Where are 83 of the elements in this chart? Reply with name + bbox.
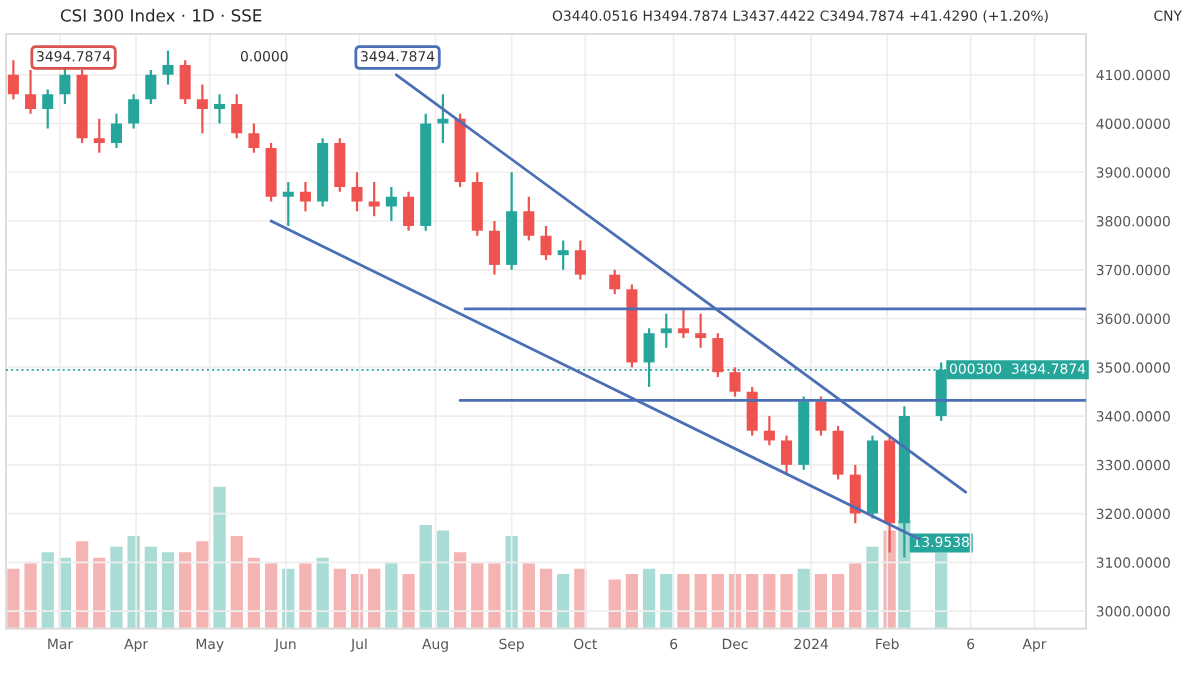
bar (797, 568, 810, 629)
candlestick (248, 122, 260, 154)
bar (849, 563, 862, 629)
bar (93, 557, 106, 629)
bar (780, 574, 793, 629)
bar (763, 574, 776, 629)
candlestick (712, 332, 724, 379)
bar (436, 530, 450, 629)
bar (110, 546, 123, 629)
bar (299, 563, 312, 629)
bar (505, 535, 518, 629)
candlestick (93, 117, 105, 154)
bar (625, 574, 639, 629)
bar (660, 574, 673, 629)
candlestick (145, 68, 157, 106)
bar (213, 486, 226, 629)
candlestick (162, 49, 174, 86)
bar (694, 574, 707, 629)
candlestick (110, 112, 122, 150)
candlestick (609, 268, 621, 296)
candlestick (763, 414, 775, 447)
bar (179, 552, 192, 629)
bar (316, 557, 329, 629)
candlestick (282, 180, 294, 228)
bar (385, 563, 398, 629)
bar (711, 574, 724, 629)
candlestick (540, 224, 552, 262)
bar (522, 563, 535, 629)
candlestick (128, 93, 140, 130)
bar (453, 552, 467, 629)
candlestick (351, 171, 363, 213)
candlestick (299, 180, 311, 213)
candlestick (334, 137, 346, 193)
bar (471, 563, 484, 629)
bar (161, 552, 175, 629)
candlestick (437, 93, 449, 145)
candlestick (815, 395, 827, 437)
bar (75, 541, 89, 629)
candlestick (7, 59, 19, 101)
candlestick (42, 88, 54, 130)
bar (814, 574, 828, 629)
bar (935, 552, 948, 629)
candlestick (196, 83, 208, 135)
candlestick (677, 307, 689, 340)
bar (24, 563, 37, 629)
bar (41, 552, 54, 629)
bar (247, 557, 261, 629)
bar (264, 563, 278, 629)
candlestick (832, 424, 844, 481)
candlestick (660, 312, 672, 349)
bar (144, 546, 157, 629)
bar (608, 579, 621, 629)
candlestick (179, 59, 191, 106)
bar (677, 574, 690, 629)
candlestick (214, 93, 226, 125)
bar (746, 574, 759, 629)
bar (368, 568, 381, 629)
candlestick (781, 434, 793, 476)
bar (557, 574, 570, 629)
bar (831, 574, 845, 629)
candlestick (746, 385, 758, 437)
candlestick (523, 195, 535, 242)
candlestick (729, 366, 741, 398)
bar (866, 546, 879, 629)
bar (642, 568, 656, 629)
bar (402, 574, 415, 629)
bar (196, 541, 209, 629)
candlestick (695, 312, 707, 349)
candlestick (557, 239, 569, 271)
candlestick (403, 190, 415, 232)
bar (539, 568, 553, 629)
candlestick (488, 219, 500, 276)
bar (488, 563, 501, 629)
candlestick (574, 239, 586, 281)
bar (230, 535, 243, 629)
bar (333, 568, 346, 629)
candlestick (849, 463, 861, 525)
candlestick (385, 185, 397, 223)
bar (7, 568, 20, 629)
bar (419, 524, 432, 629)
chart-title: CSI 300 Index · 1D · SSE (60, 8, 262, 22)
candlestick (231, 93, 243, 140)
candlestick (25, 68, 37, 115)
